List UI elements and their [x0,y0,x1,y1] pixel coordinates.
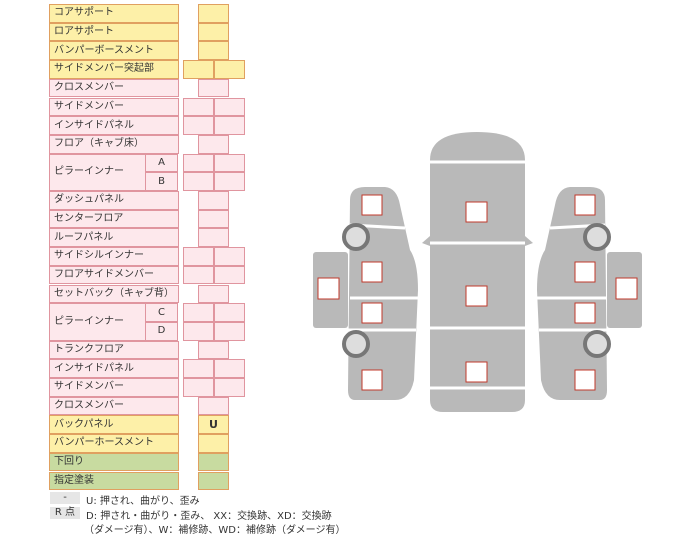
row-sub-label: B [145,172,178,191]
result-cell [214,378,245,397]
result-cell [198,340,229,360]
row-label: クロスメンバー [49,78,179,98]
row-label: バンパーボースメント [49,41,179,61]
result-cell [198,452,229,472]
result-cell [214,303,245,322]
result-cell [198,22,229,42]
row-label: バンパーホースメント [49,434,179,453]
legend-text: U: 押され、曲がり、歪み [86,496,200,507]
result-cell [214,265,245,285]
result-cell [198,134,229,154]
result-cell: U [198,415,229,435]
legend-text: （ダメージ有）、W：補修跡、WD：補修跡（ダメージ有） [84,525,346,536]
result-cell [198,191,229,210]
row-label: インサイドパネル [49,359,179,378]
row-label: ルーフパネル [49,228,179,248]
result-cell [198,228,229,248]
row-label: フロア（キャブ床） [49,134,179,154]
result-cell [183,265,214,285]
row-label: セットバック（キャブ背） [49,284,179,304]
row-label: バックパネル [49,415,179,435]
row-label: ロアサポート [49,22,179,42]
row-label: インサイドパネル [49,116,179,135]
row-label: ダッシュパネル [49,191,179,210]
legend-text: D: 押され・曲がり・歪み、 XX：交換跡、XD：交換跡 [86,511,332,522]
result-cell [214,97,245,117]
result-cell [183,303,214,322]
result-cell [198,434,229,453]
result-cell [198,41,229,61]
result-cell [183,378,214,397]
result-cell [183,116,214,135]
result-cell [198,209,229,229]
result-cell [198,471,229,491]
result-cell [214,153,245,173]
row-label: サイドメンバー突起部 [49,60,179,79]
result-cell [183,153,214,173]
row-label: サイドメンバー [49,97,179,117]
result-cell [183,172,214,191]
result-cell [198,284,229,304]
row-label: フロアサイドメンバー [49,265,179,285]
row-label: ピラーインナー [49,153,146,191]
result-cell [183,247,214,266]
row-label: コアサポート [49,4,179,23]
legend-key: - [50,492,80,504]
result-cell [183,321,214,341]
row-label: サイドシルインナー [49,247,179,266]
row-label: センターフロア [49,209,179,229]
result-cell [214,172,245,191]
row-label: サイドメンバー [49,378,179,397]
row-sub-label: A [145,153,178,173]
row-label: クロスメンバー [49,396,179,416]
result-cell [214,116,245,135]
result-cell [183,60,214,79]
row-label: 指定塗装 [49,471,179,491]
result-cell [198,78,229,98]
result-cell [183,97,214,117]
legend-key: R 点 [50,507,80,519]
row-sub-label: D [145,321,178,341]
result-cell [214,247,245,266]
result-cell [198,4,229,23]
row-label: 下回り [49,452,179,472]
row-label: ピラーインナー [49,303,146,341]
result-cell [214,321,245,341]
result-cell [214,60,245,79]
row-label: トランクフロア [49,340,179,360]
result-cell [183,359,214,378]
result-cell [198,396,229,416]
result-cell [214,359,245,378]
row-sub-label: C [145,303,178,322]
